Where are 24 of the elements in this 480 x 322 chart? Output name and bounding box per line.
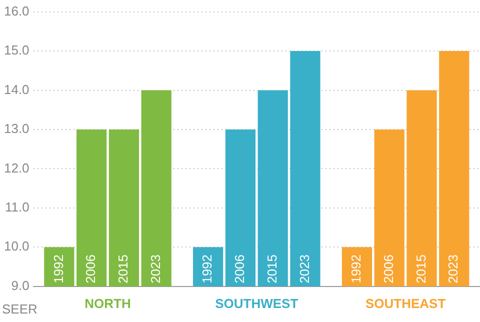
text: 2015 [264,254,280,284]
text: 2015 [413,254,428,284]
y-tick-label: 13.0 [4,121,30,136]
y-tick-label: 9.0 [11,278,30,293]
y-tick-label: 16.0 [4,3,30,18]
text: 2006 [380,254,396,284]
y-tick-label: 15.0 [4,42,30,58]
text: 2023 [148,254,163,284]
y-axis-title: SEER [2,302,38,317]
text: 2023 [446,254,461,284]
x-tick-label: SOUTHEAST [365,296,446,311]
x-tick-label: NORTH [84,296,131,311]
y-tick-label: 14.0 [4,82,30,97]
text: 1992 [50,254,66,284]
series-label: 2015 [116,254,131,284]
y-tick-label: 11.0 [4,200,30,215]
text: 2006 [83,254,98,284]
y-tick-label: 10.0 [4,238,30,254]
series-label: 2023 [296,254,312,284]
y-tick-label: 12.0 [4,160,30,176]
text: 1992 [200,254,215,284]
series-label: 2006 [232,254,248,284]
x-tick-label: SOUTHWEST [215,296,298,311]
series-label: 1992 [348,254,364,284]
